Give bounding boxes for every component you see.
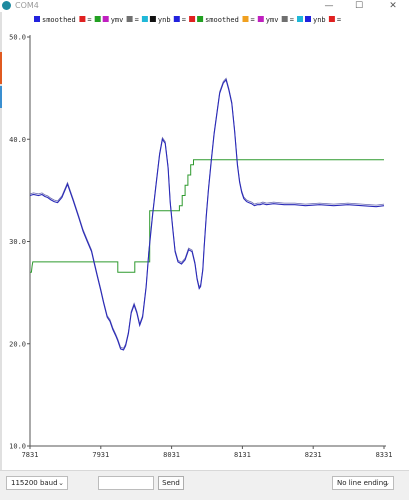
step-series-line	[30, 159, 384, 273]
window-edge-accent	[0, 86, 2, 108]
window-titlebar: COM4 — ☐ ✕	[0, 0, 409, 12]
legend-swatch	[79, 16, 86, 22]
x-tick-label: 8331	[376, 451, 393, 459]
plotter-chart: smoothed = ymv = ynb = smoothed = ymv = ynb = 10.0 2…	[9, 16, 392, 460]
legend-swatch	[149, 16, 156, 22]
smoothed-series-line	[29, 78, 385, 351]
chevron-down-icon: ⌄	[384, 479, 390, 487]
axes: 10.0 20.0 30.0 40.0 50.0 7831 7931 8031 8131 8231…	[9, 34, 392, 460]
x-tick-label: 8031	[163, 451, 180, 459]
legend-label: =	[337, 16, 341, 24]
legend-swatch	[328, 16, 335, 22]
minimize-button[interactable]: —	[324, 1, 334, 11]
y-tick-label: 50.0	[9, 34, 26, 42]
line-ending-select[interactable]: No line ending ⌄	[332, 476, 394, 490]
legend: smoothed = ymv = ynb = smoothed = ymv = ynb =	[34, 16, 341, 24]
legend-label: ymv	[266, 16, 279, 24]
legend-swatch	[257, 16, 264, 22]
legend-label: ymv	[111, 16, 124, 24]
line-ending-value: No line ending	[337, 479, 388, 487]
plotter-bottom-bar: 115200 baud ⌄ Send No line ending ⌄	[0, 470, 409, 500]
baud-rate-select[interactable]: 115200 baud ⌄	[6, 476, 68, 490]
legend-label: smoothed	[205, 16, 239, 24]
y-tick-label: 40.0	[9, 136, 26, 144]
legend-label: =	[290, 16, 294, 24]
y-tick-label: 10.0	[9, 443, 26, 451]
window-edge-accent	[0, 52, 2, 84]
chevron-down-icon: ⌄	[58, 479, 64, 487]
legend-label: =	[135, 16, 139, 24]
close-button[interactable]: ✕	[389, 1, 397, 11]
window-title: COM4	[15, 1, 39, 10]
legend-label: ynb	[313, 16, 326, 24]
legend-label: =	[182, 16, 186, 24]
send-button[interactable]: Send	[158, 476, 184, 490]
x-tick-label: 8231	[305, 451, 322, 459]
legend-swatch	[242, 16, 249, 22]
send-input[interactable]	[98, 476, 154, 490]
x-tick-label: 7931	[92, 451, 109, 459]
x-tick-label: 7831	[22, 451, 39, 459]
legend-swatch	[297, 16, 303, 22]
legend-swatch	[126, 16, 133, 22]
maximize-button[interactable]: ☐	[354, 1, 364, 11]
legend-label: =	[87, 16, 91, 24]
y-tick-label: 20.0	[9, 340, 26, 348]
legend-swatch	[305, 16, 311, 22]
legend-swatch	[94, 16, 101, 22]
baud-rate-value: 115200 baud	[11, 479, 58, 487]
x-tick-label: 8131	[234, 451, 251, 459]
legend-swatch	[281, 16, 288, 22]
y-tick-label: 30.0	[9, 238, 26, 246]
legend-swatch	[197, 16, 204, 22]
legend-label: ynb	[158, 16, 171, 24]
legend-swatch	[34, 16, 40, 22]
legend-swatch	[189, 16, 196, 22]
legend-swatch	[141, 16, 148, 22]
legend-label: smoothed	[42, 16, 76, 24]
legend-label: =	[251, 16, 255, 24]
legend-swatch	[173, 16, 180, 22]
plot-lines	[29, 77, 385, 351]
arduino-app-icon	[2, 1, 11, 10]
legend-swatch	[102, 16, 109, 22]
